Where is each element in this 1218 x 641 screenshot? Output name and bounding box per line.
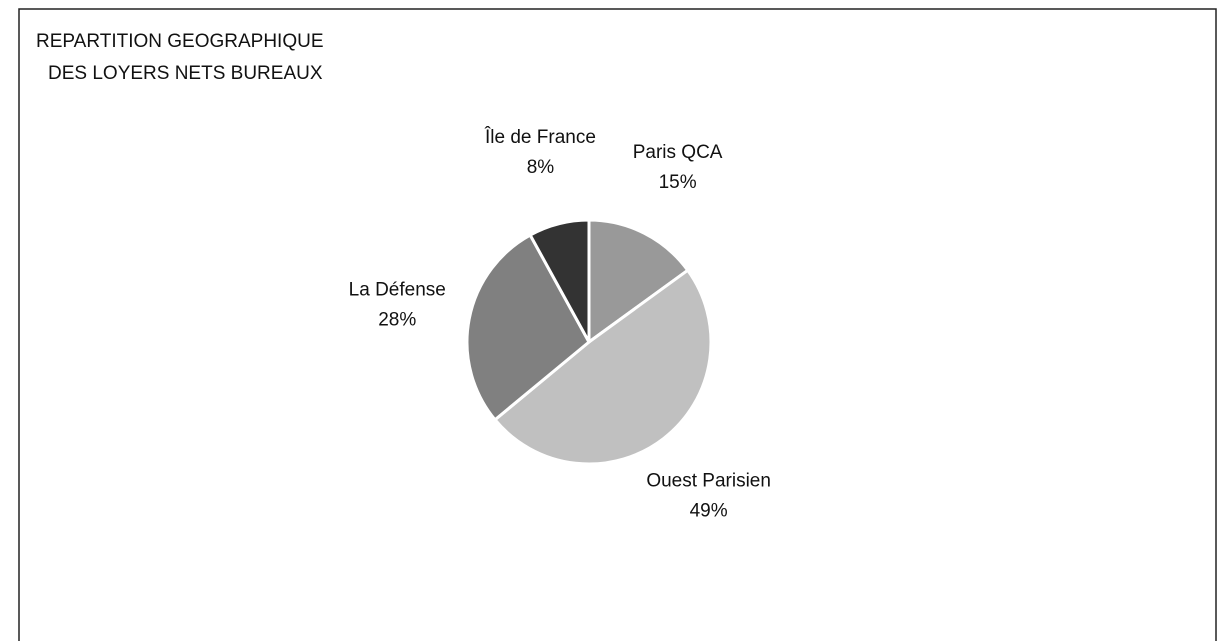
slice-value-label: 8% (527, 157, 555, 178)
frame (18, 8, 1217, 641)
pie-slice (528, 218, 591, 343)
pie-slice (465, 233, 591, 422)
chart-title-line: REPARTITION GEOGRAPHIQUE (36, 31, 324, 52)
pie-slice (492, 268, 713, 466)
slice-value-label: 28% (378, 309, 416, 330)
slice-label: Île de France (484, 126, 596, 148)
chart-title-line: DES LOYERS NETS BUREAUX (48, 63, 323, 84)
slice-label: Ouest Parisien (646, 470, 771, 491)
pie-slice (587, 218, 690, 345)
slice-value-label: 49% (690, 500, 728, 521)
slice-value-label: 15% (659, 172, 697, 193)
slice-label: Paris QCA (633, 142, 723, 163)
slice-label: La Défense (349, 279, 446, 300)
